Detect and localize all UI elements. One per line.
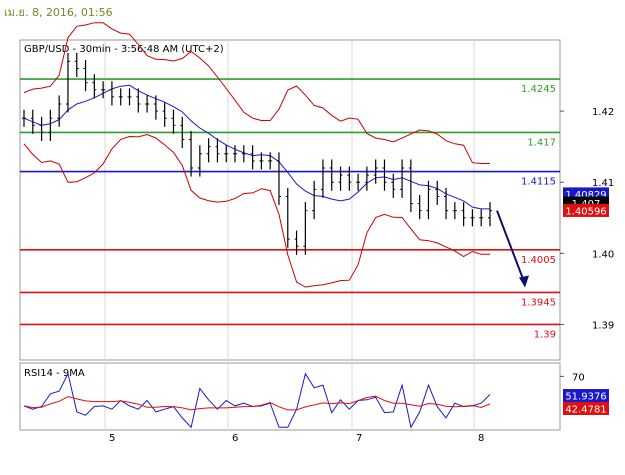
rsi-plot-area — [19, 362, 561, 431]
x-tick-label-3: 8 — [478, 433, 484, 444]
grid-group — [104, 40, 475, 430]
x-tick-label-0: 5 — [109, 433, 115, 444]
y-tick-label-1: 1.41 — [592, 178, 614, 189]
chart-title: GBP/USD - 30min - 3:56:48 AM (UTC+2) — [24, 44, 224, 55]
forecast-arrow-shaft — [496, 210, 525, 282]
bollinger-bands — [23, 22, 490, 288]
price-flag-label-0: 1.40829 — [565, 190, 606, 201]
price-flag-label-2: 1.40596 — [565, 206, 606, 217]
level-label-0: 1.4245 — [521, 84, 556, 95]
forecast-arrow — [496, 210, 529, 288]
rsi-flag-label-1: 42.4781 — [565, 405, 606, 416]
level-label-1: 1.417 — [527, 137, 556, 148]
rsi-flag-bg-0 — [563, 389, 609, 402]
level-label-5: 1.39 — [534, 329, 556, 340]
rsi-flag-label-0: 51.9376 — [565, 392, 606, 403]
main-plot-area — [19, 39, 561, 361]
y-tick-label-0: 1.42 — [592, 107, 614, 118]
level-label-3: 1.4005 — [521, 255, 556, 266]
rsi-tick-label-70: 70 — [572, 372, 585, 383]
y-tick-label-2: 1.40 — [592, 249, 614, 260]
lower-band — [23, 133, 490, 288]
y-axis-ticks: 1.42 1.41 1.40 1.39 — [560, 107, 614, 331]
upper-band — [23, 22, 490, 164]
x-tick-label-1: 6 — [232, 433, 238, 444]
level-label-2: 1.4115 — [521, 177, 556, 188]
rsi-lines: 70 51.9376 42.4781 — [23, 372, 609, 429]
middle-moving-average — [23, 84, 490, 210]
x-axis-ticks: 5 6 7 8 — [109, 433, 484, 444]
support-resistance-levels: 1.4245 1.417 1.4115 1.4005 1.3945 1.39 — [20, 78, 560, 340]
date-time-label: เม.ย. 8, 2016, 01:56 — [4, 6, 113, 19]
x-tick-label-2: 7 — [356, 433, 362, 444]
y-tick-label-3: 1.39 — [592, 320, 614, 331]
rsi-ma-line — [23, 395, 491, 411]
forecast-arrowhead — [519, 275, 529, 288]
price-bars — [22, 52, 492, 255]
level-label-4: 1.3945 — [521, 297, 556, 308]
rsi-title: RSI14 - 9MA — [24, 368, 85, 379]
price-flag-bg-2 — [563, 203, 609, 217]
rsi-flag-bg-1 — [563, 402, 609, 415]
